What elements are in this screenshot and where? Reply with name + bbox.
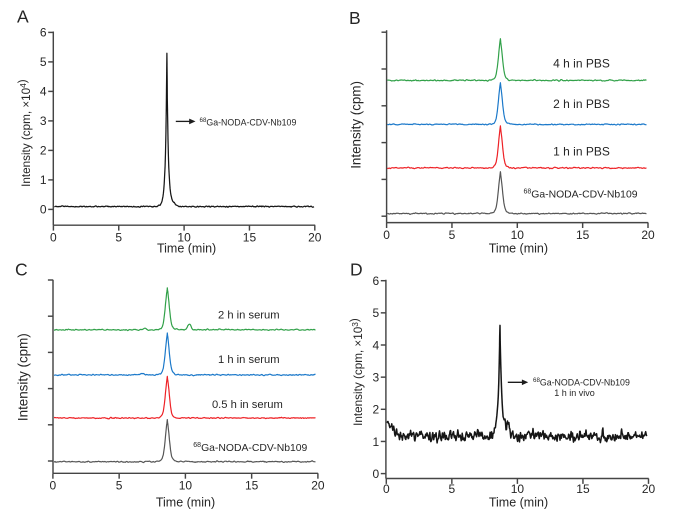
svg-text:4 h in PBS: 4 h in PBS	[553, 57, 610, 71]
svg-text:0.5 h in serum: 0.5 h in serum	[212, 399, 283, 411]
svg-text:10: 10	[177, 231, 191, 245]
svg-text:20: 20	[308, 231, 322, 245]
svg-text:15: 15	[243, 231, 257, 245]
svg-text:5: 5	[115, 231, 122, 245]
svg-text:0: 0	[383, 228, 390, 242]
svg-text:6: 6	[40, 26, 47, 40]
svg-text:2: 2	[373, 403, 380, 417]
svg-text:2: 2	[40, 144, 47, 158]
svg-text:15: 15	[576, 228, 590, 242]
svg-text:Time (min): Time (min)	[489, 242, 548, 256]
svg-text:B: B	[349, 8, 361, 28]
svg-text:10: 10	[179, 479, 193, 493]
svg-text:68Ga-NODA-CDV-Nb109: 68Ga-NODA-CDV-Nb109	[533, 377, 630, 387]
svg-text:0: 0	[50, 479, 57, 493]
svg-text:3: 3	[373, 370, 380, 384]
svg-text:4: 4	[373, 338, 380, 352]
svg-text:D: D	[350, 260, 363, 280]
svg-text:1: 1	[373, 435, 380, 449]
svg-text:68Ga-NODA-CDV-Nb109: 68Ga-NODA-CDV-Nb109	[200, 117, 297, 127]
svg-text:10: 10	[511, 482, 525, 496]
svg-text:Intensity (cpm, ×103): Intensity (cpm, ×103)	[348, 318, 365, 426]
svg-text:5: 5	[40, 55, 47, 69]
svg-text:Intensity (cpm): Intensity (cpm)	[16, 333, 31, 421]
svg-text:Intensity (cpm): Intensity (cpm)	[348, 81, 363, 169]
svg-text:20: 20	[641, 228, 655, 242]
svg-text:0: 0	[383, 482, 390, 496]
svg-text:2 h in serum: 2 h in serum	[218, 310, 280, 322]
svg-text:Time (min): Time (min)	[156, 495, 215, 509]
svg-text:1 h in PBS: 1 h in PBS	[553, 145, 610, 159]
svg-text:Intensity (cpm, ×104): Intensity (cpm, ×104)	[16, 79, 33, 187]
svg-text:1 h in vivo: 1 h in vivo	[554, 388, 595, 398]
svg-text:0: 0	[373, 467, 380, 481]
svg-text:0: 0	[40, 203, 47, 217]
svg-text:A: A	[17, 7, 29, 27]
svg-text:6: 6	[373, 274, 380, 288]
svg-text:2 h in PBS: 2 h in PBS	[553, 97, 610, 111]
svg-text:1 h in serum: 1 h in serum	[218, 354, 280, 366]
svg-text:10: 10	[511, 228, 525, 242]
svg-text:15: 15	[576, 482, 590, 496]
svg-text:20: 20	[642, 482, 656, 496]
svg-text:68Ga-NODA-CDV-Nb109: 68Ga-NODA-CDV-Nb109	[193, 442, 307, 454]
svg-text:0: 0	[50, 231, 57, 245]
svg-text:68Ga-NODA-CDV-Nb109: 68Ga-NODA-CDV-Nb109	[523, 189, 637, 201]
svg-text:Time (min): Time (min)	[157, 242, 216, 256]
svg-text:4: 4	[40, 85, 47, 99]
svg-text:20: 20	[311, 479, 325, 493]
svg-text:5: 5	[373, 306, 380, 320]
svg-text:5: 5	[449, 482, 456, 496]
svg-text:1: 1	[40, 173, 47, 187]
svg-text:5: 5	[449, 228, 456, 242]
svg-text:15: 15	[245, 479, 259, 493]
svg-text:3: 3	[40, 114, 47, 128]
svg-text:5: 5	[116, 479, 123, 493]
svg-text:Time (min): Time (min)	[489, 495, 548, 509]
svg-text:C: C	[15, 260, 28, 280]
